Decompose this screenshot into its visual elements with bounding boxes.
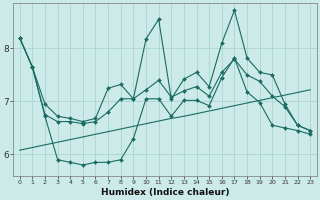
X-axis label: Humidex (Indice chaleur): Humidex (Indice chaleur) (101, 188, 229, 197)
